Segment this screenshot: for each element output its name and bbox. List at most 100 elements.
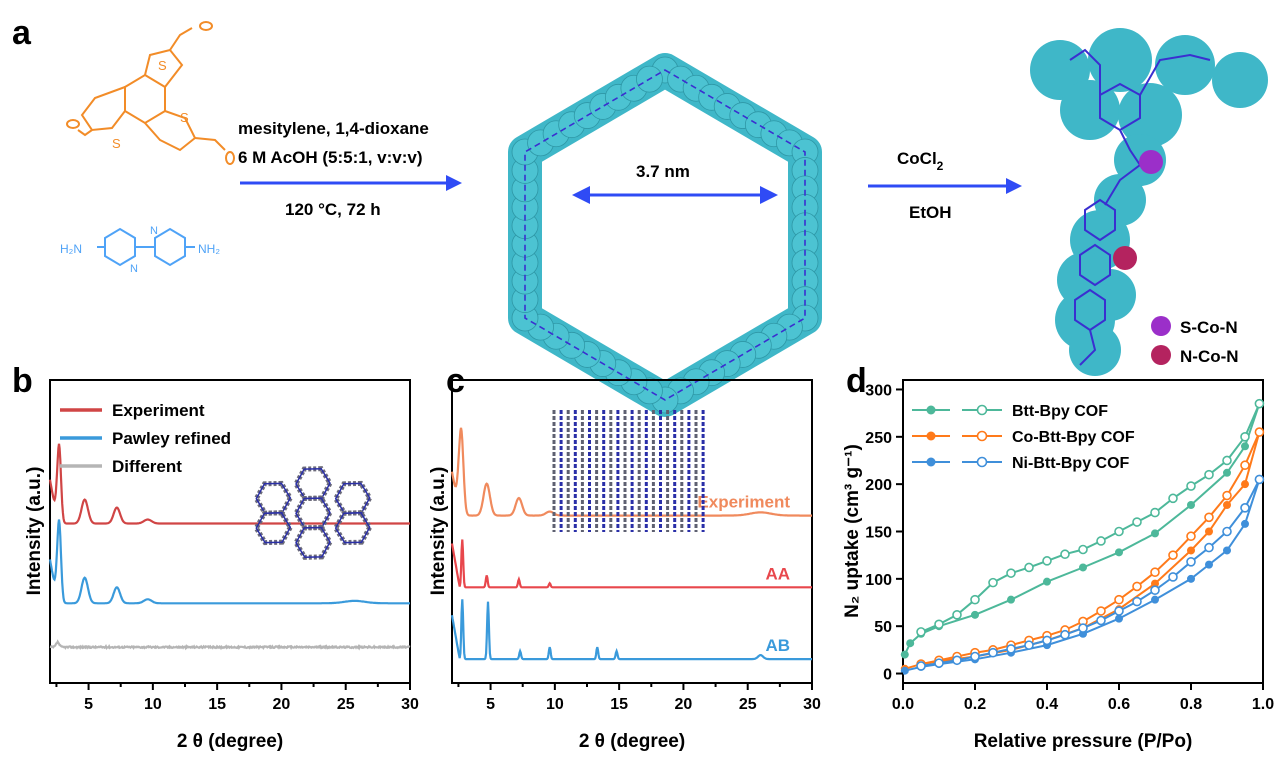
adsorption-point xyxy=(1151,595,1159,604)
desorption-point xyxy=(1254,427,1265,437)
desorption-point xyxy=(1132,596,1142,607)
x-tick-label: 20 xyxy=(675,696,693,713)
y-tick-label: 0 xyxy=(883,667,892,684)
desorption-point xyxy=(1078,623,1088,633)
diamine-monomer-structure: H₂N NH₂ N N xyxy=(60,225,220,275)
metalation-arrow xyxy=(868,178,1022,194)
pore-size-double-arrow xyxy=(572,186,778,204)
legend-marker-open xyxy=(976,456,988,468)
solvent-label: EtOH xyxy=(909,203,952,222)
desorption-point xyxy=(1096,615,1106,626)
desorption-point xyxy=(1042,556,1052,566)
lattice-hexagon xyxy=(293,524,333,560)
lattice-hexagon xyxy=(332,510,373,546)
panel-d-ylabel: N₂ uptake (cm³ g⁻¹) xyxy=(842,444,863,618)
adsorption-point xyxy=(1115,548,1123,557)
desorption-point xyxy=(1222,455,1232,466)
desorption-point xyxy=(1024,562,1034,573)
adsorption-point xyxy=(1187,546,1195,555)
desorption-line-ni-btt-bpy-cof xyxy=(920,478,1261,667)
desorption-point xyxy=(1114,526,1124,537)
desorption-point xyxy=(970,594,980,605)
legend-label: Co-Btt-Bpy COF xyxy=(1012,429,1135,446)
panel-c-ylabel: Intensity (a.u.) xyxy=(428,467,449,596)
series-line-different xyxy=(49,639,411,651)
adsorption-point xyxy=(1043,577,1051,586)
desorption-point xyxy=(1240,503,1250,513)
adsorption-point xyxy=(1205,527,1213,536)
desorption-point xyxy=(1006,644,1016,654)
reagent-line-1: mesitylene, 1,4-dioxane xyxy=(238,119,429,138)
desorption-point xyxy=(1096,606,1106,616)
x-tick-label: 25 xyxy=(739,696,757,713)
x-tick-label: 10 xyxy=(546,696,564,713)
n-co-n-legend-marker xyxy=(1151,345,1171,365)
desorption-point xyxy=(1150,507,1160,518)
desorption-point xyxy=(1132,581,1142,592)
series-label-ab: AB xyxy=(765,636,790,655)
panel-b-axes-frame xyxy=(49,379,411,684)
x-tick-label: 30 xyxy=(803,696,821,713)
adsorption-point xyxy=(1007,595,1015,604)
lattice-hexagon xyxy=(253,510,294,546)
fragment-legend: S-Co-N N-Co-N xyxy=(1151,316,1239,366)
desorption-point xyxy=(1006,568,1016,578)
pore-size-label: 3.7 nm xyxy=(636,162,690,181)
desorption-point xyxy=(1132,517,1142,527)
desorption-point xyxy=(988,647,998,658)
adsorption-point xyxy=(1187,574,1195,583)
legend-s-co-n: S-Co-N xyxy=(1180,318,1238,337)
x-tick-label: 20 xyxy=(273,696,291,713)
panel-c-xlabel: 2 θ (degree) xyxy=(579,731,685,752)
legend-marker-filled xyxy=(926,431,936,441)
desorption-point xyxy=(1150,567,1160,578)
panel-d: d 0.0 0.2 0.4 0.6 0.8 1.0 0 50 100 150 200 250 300 B… xyxy=(842,362,1274,752)
y-tick-label: 300 xyxy=(865,382,892,399)
lattice-hexagon-inner xyxy=(255,512,292,544)
x-tick-label: 15 xyxy=(610,696,628,713)
desorption-point xyxy=(1168,493,1178,504)
x-tick-label: 5 xyxy=(486,696,495,713)
y-tick-label: 250 xyxy=(865,430,892,447)
adsorption-point xyxy=(1205,560,1213,569)
lattice-hexagon-inner xyxy=(295,526,331,559)
desorption-point xyxy=(1186,531,1196,542)
desorption-point xyxy=(1204,469,1214,480)
legend-label: Ni-Btt-Bpy COF xyxy=(1012,455,1130,472)
series-label-aa: AA xyxy=(765,564,790,583)
x-tick-label: 25 xyxy=(337,696,355,713)
legend-marker-filled xyxy=(926,457,936,467)
series-line-aa xyxy=(450,539,812,589)
legend-n-co-n: N-Co-N xyxy=(1180,347,1239,366)
desorption-point xyxy=(1114,606,1124,616)
desorption-point xyxy=(916,627,926,637)
desorption-point xyxy=(1114,594,1124,605)
series-line-pawley-refined xyxy=(48,519,410,605)
desorption-point xyxy=(1254,398,1265,409)
adsorption-point xyxy=(1223,546,1231,555)
desorption-point xyxy=(1240,460,1250,471)
desorption-point xyxy=(1024,640,1034,650)
adsorption-point xyxy=(1079,563,1087,572)
diamine-amine-right-label: NH₂ xyxy=(198,242,220,256)
panel-b-xlabel: 2 θ (degree) xyxy=(177,731,283,752)
desorption-point xyxy=(988,577,998,588)
legend-label: Different xyxy=(112,457,182,476)
y-tick-label: 50 xyxy=(874,619,892,636)
adsorption-point xyxy=(900,650,909,659)
panel-b-letter: b xyxy=(12,362,33,400)
y-tick-label: 200 xyxy=(865,477,892,494)
x-tick-label: 5 xyxy=(84,696,93,713)
monomer-s-label-2: S xyxy=(180,110,189,125)
desorption-point xyxy=(952,610,962,620)
desorption-point xyxy=(934,619,944,630)
series-line-ab xyxy=(450,599,812,661)
x-tick-label: 30 xyxy=(401,696,419,713)
adsorption-point xyxy=(1223,500,1231,509)
reagent-line-2: 6 M AcOH (5:5:1, v:v:v) xyxy=(238,148,423,167)
x-tick-label: 10 xyxy=(144,696,162,713)
desorption-point xyxy=(916,661,926,671)
desorption-point xyxy=(1060,549,1070,560)
panel-a-letter: a xyxy=(12,14,32,52)
